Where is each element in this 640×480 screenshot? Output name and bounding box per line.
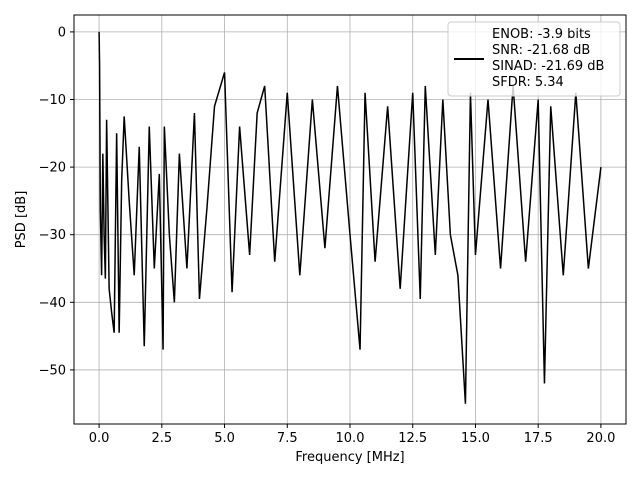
x-tick-label: 15.0 [461,431,490,446]
legend: ENOB: -3.9 bits SNR: -21.68 dB SINAD: -2… [447,21,621,97]
y-tick-label: −50 [39,363,66,378]
y-tick-label: 0 [58,25,66,40]
x-tick-label: 20.0 [586,431,615,446]
x-tick-label: 17.5 [524,431,553,446]
legend-sfdr: SFDR: 5.34 [492,75,564,90]
x-axis-label: Frequency [MHz] [295,450,404,465]
legend-box [447,21,621,97]
x-axis-ticks: 0.0 2.5 5.0 7.5 10.0 12.5 15.0 17.5 20.0 [89,424,615,446]
x-tick-label: 12.5 [398,431,427,446]
y-tick-label: −30 [39,228,66,243]
y-axis-ticks: 0 −10 −20 −30 −40 −50 [39,25,74,378]
legend-sinad: SINAD: -21.69 dB [492,59,604,74]
series-line [98,31,602,404]
legend-snr: SNR: -21.68 dB [492,43,590,58]
x-tick-label: 2.5 [151,431,172,446]
x-tick-label: 0.0 [89,431,110,446]
plot-lines [98,31,602,404]
y-axis-label: PSD [dB] [14,191,29,249]
y-tick-label: −20 [39,161,66,176]
x-tick-label: 7.5 [277,431,298,446]
x-tick-label: 5.0 [214,431,235,446]
legend-enob: ENOB: -3.9 bits [492,27,591,42]
y-tick-label: −10 [39,93,66,108]
y-tick-label: −40 [39,296,66,311]
x-tick-label: 10.0 [336,431,365,446]
